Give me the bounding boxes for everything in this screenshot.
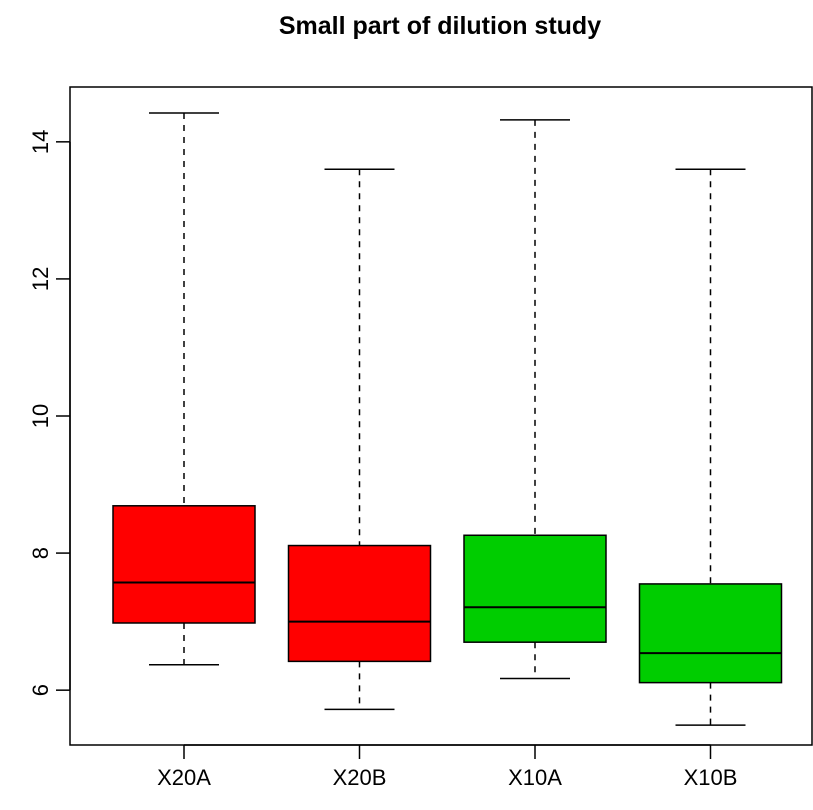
y-tick-label: 14 [28, 130, 53, 154]
x-tick-label: X10A [508, 765, 562, 790]
iqr-box [287, 544, 432, 663]
y-tick-label: 8 [28, 547, 53, 559]
y-tick-label: 10 [28, 404, 53, 428]
x-axis: X20A X20B X10A X10B [157, 744, 738, 790]
box-x20b [287, 168, 432, 711]
iqr-box [112, 505, 256, 624]
box-x10a [463, 119, 607, 680]
x-tick-label: X20A [157, 765, 211, 790]
boxes [112, 112, 783, 726]
y-tick-label: 6 [28, 684, 53, 696]
iqr-box [463, 534, 607, 643]
y-axis: 6 8 10 12 14 [28, 130, 71, 696]
box-x20a [112, 112, 256, 666]
chart-title: Small part of dilution study [279, 12, 601, 40]
iqr-box [638, 583, 783, 684]
y-tick-label: 12 [28, 267, 53, 291]
x-tick-label: X10B [684, 765, 738, 790]
box-x10b [638, 168, 783, 726]
x-tick-label: X20B [333, 765, 387, 790]
